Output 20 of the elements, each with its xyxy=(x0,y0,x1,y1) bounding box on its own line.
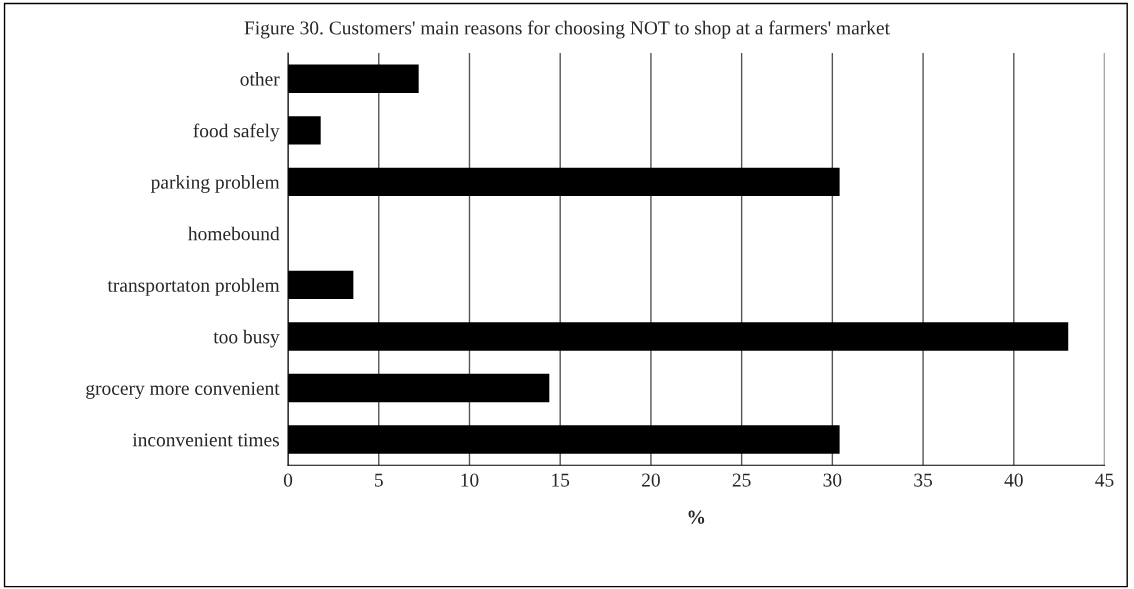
y-tick-label: transportaton problem xyxy=(107,278,280,296)
chart-title: Figure 30. Customers' main reasons for choosing NOT to shop at a farmers' market xyxy=(244,20,890,39)
y-tick-label: other xyxy=(240,72,280,86)
y-tick-label: homebound xyxy=(188,226,280,241)
x-tick-label: 35 xyxy=(914,473,933,487)
x-tick-label: 20 xyxy=(642,473,660,487)
x-tick-label: 15 xyxy=(552,473,570,487)
x-tick-label: 0 xyxy=(283,473,293,487)
y-tick-label: grocery more convenient xyxy=(86,381,280,399)
y-tick-label: inconvenient times xyxy=(132,433,279,447)
x-tick-label: 30 xyxy=(823,473,842,487)
x-tick-label: 25 xyxy=(732,473,751,487)
x-tick-label: 40 xyxy=(1004,473,1023,487)
x-axis-title: % xyxy=(688,510,705,524)
x-tick-label: 45 xyxy=(1095,473,1114,487)
y-tick-label: too busy xyxy=(213,329,280,348)
x-tick-label: 10 xyxy=(461,473,479,487)
x-tick-label: 5 xyxy=(375,473,383,487)
y-tick-label: food safely xyxy=(193,123,280,142)
y-tick-label: parking problem xyxy=(150,175,280,193)
